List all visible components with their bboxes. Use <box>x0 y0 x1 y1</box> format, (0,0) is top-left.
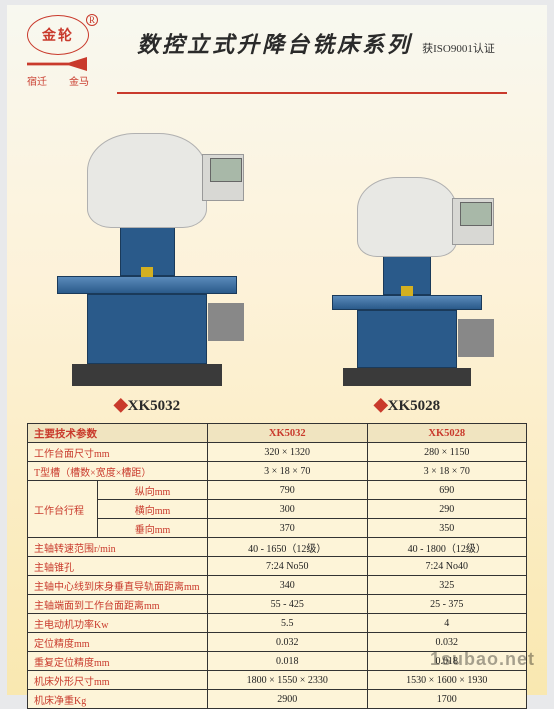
cell: 4 <box>367 614 527 633</box>
cell: 0.018 <box>208 652 368 671</box>
cell: 1800 × 1550 × 2330 <box>208 671 368 690</box>
table-row: 横向mm 300 290 <box>28 500 527 519</box>
table-row: 机床外形尺寸mm1800 × 1550 × 23301530 × 1600 × … <box>28 671 527 690</box>
title-area: 数控立式升降台铣床系列 获ISO9001认证 <box>105 15 527 59</box>
row-label: 机床外形尺寸mm <box>28 671 208 690</box>
table-header-row: 主要技术参数 XK5032 XK5028 <box>28 424 527 443</box>
table-row: 主轴端面到工作台面距离mm55 - 42525 - 375 <box>28 595 527 614</box>
table-row: 工作台面尺寸mm 320 × 1320 280 × 1150 <box>28 443 527 462</box>
cell: 25 - 375 <box>367 595 527 614</box>
row-label: 主电动机功率Kw <box>28 614 208 633</box>
table-row: 主轴锥孔7:24 No507:24 No40 <box>28 557 527 576</box>
cell: 690 <box>367 481 527 500</box>
logo-sub-right: 金马 <box>69 73 89 88</box>
cell: 40 - 1650（12级） <box>208 538 368 557</box>
row-label: 纵向mm <box>98 481 208 500</box>
table-row: 工作台行程 纵向mm 790 690 <box>28 481 527 500</box>
table-row: 主轴中心线到床身垂直导轨面距离mm340325 <box>28 576 527 595</box>
machine-images-row: ◆XK5032 ◆XK5028 <box>7 99 547 419</box>
machine-illustration-xk5028 <box>332 177 482 386</box>
header-col1: XK5032 <box>208 424 368 443</box>
certification-text: 获ISO9001认证 <box>422 43 495 55</box>
model-name-left: XK5032 <box>128 398 181 414</box>
page-header: 金轮 R 宿迁 金马 数控立式升降台铣床系列 获ISO9001认证 <box>7 5 547 99</box>
logo-subtitle: 宿迁 金马 <box>27 73 89 88</box>
row-label: 主轴中心线到床身垂直导轨面距离mm <box>28 576 208 595</box>
logo-oval: 金轮 R <box>27 15 89 55</box>
row-label: 主轴锥孔 <box>28 557 208 576</box>
machine-left: ◆XK5032 <box>17 109 277 415</box>
cell: 300 <box>208 500 368 519</box>
catalog-page: 金轮 R 宿迁 金马 数控立式升降台铣床系列 获ISO9001认证 ◆XK <box>7 5 547 695</box>
table-row: 垂向mm 370 350 <box>28 519 527 538</box>
row-label: 定位精度mm <box>28 633 208 652</box>
cell: 5.5 <box>208 614 368 633</box>
row-label: 垂向mm <box>98 519 208 538</box>
logo-sub-left: 宿迁 <box>27 73 47 88</box>
cell: 0.032 <box>208 633 368 652</box>
cell: 55 - 425 <box>208 595 368 614</box>
table-row: T型槽（槽数×宽度×槽距） 3 × 18 × 70 3 × 18 × 70 <box>28 462 527 481</box>
row-label: 重复定位精度mm <box>28 652 208 671</box>
cell: 3 × 18 × 70 <box>367 462 527 481</box>
row-label: 横向mm <box>98 500 208 519</box>
cell: 340 <box>208 576 368 595</box>
logo-name: 金轮 <box>42 25 74 45</box>
cell: 325 <box>367 576 527 595</box>
model-label-right: ◆XK5028 <box>374 394 440 415</box>
watermark: 1subao.net <box>430 649 535 670</box>
travel-group-label: 工作台行程 <box>28 481 98 538</box>
registered-mark: R <box>86 14 98 26</box>
header-col2: XK5028 <box>367 424 527 443</box>
cell: 350 <box>367 519 527 538</box>
title-underline <box>117 92 507 94</box>
cell: 7:24 No40 <box>367 557 527 576</box>
header-param: 主要技术参数 <box>28 424 208 443</box>
cell: 280 × 1150 <box>367 443 527 462</box>
page-title: 数控立式升降台铣床系列 <box>137 32 412 57</box>
cell: 290 <box>367 500 527 519</box>
model-name-right: XK5028 <box>388 398 441 414</box>
cell: 2900 <box>208 690 368 709</box>
table-row: 主电动机功率Kw5.54 <box>28 614 527 633</box>
row-label: 主轴端面到工作台面距离mm <box>28 595 208 614</box>
row-label: 机床净重Kg <box>28 690 208 709</box>
model-label-left: ◆XK5032 <box>114 394 180 415</box>
cell: 370 <box>208 519 368 538</box>
cell: 1700 <box>367 690 527 709</box>
cell: 320 × 1320 <box>208 443 368 462</box>
cell: 1530 × 1600 × 1930 <box>367 671 527 690</box>
cell: 7:24 No50 <box>208 557 368 576</box>
bullet-icon: ◆ <box>374 394 388 414</box>
logo-graphic <box>27 57 87 71</box>
row-label: T型槽（槽数×宽度×槽距） <box>28 462 208 481</box>
cell: 40 - 1800（12级） <box>367 538 527 557</box>
logo-area: 金轮 R 宿迁 金马 数控立式升降台铣床系列 获ISO9001认证 <box>27 15 527 88</box>
brand-logo: 金轮 R 宿迁 金马 <box>27 15 97 88</box>
cell: 790 <box>208 481 368 500</box>
table-row: 主轴转速范围r/min40 - 1650（12级）40 - 1800（12级） <box>28 538 527 557</box>
bullet-icon: ◆ <box>114 394 128 414</box>
machine-right: ◆XK5028 <box>277 109 537 415</box>
cell: 3 × 18 × 70 <box>208 462 368 481</box>
row-label: 工作台面尺寸mm <box>28 443 208 462</box>
row-label: 主轴转速范围r/min <box>28 538 208 557</box>
table-row: 机床净重Kg29001700 <box>28 690 527 709</box>
machine-illustration-xk5032 <box>57 133 237 386</box>
